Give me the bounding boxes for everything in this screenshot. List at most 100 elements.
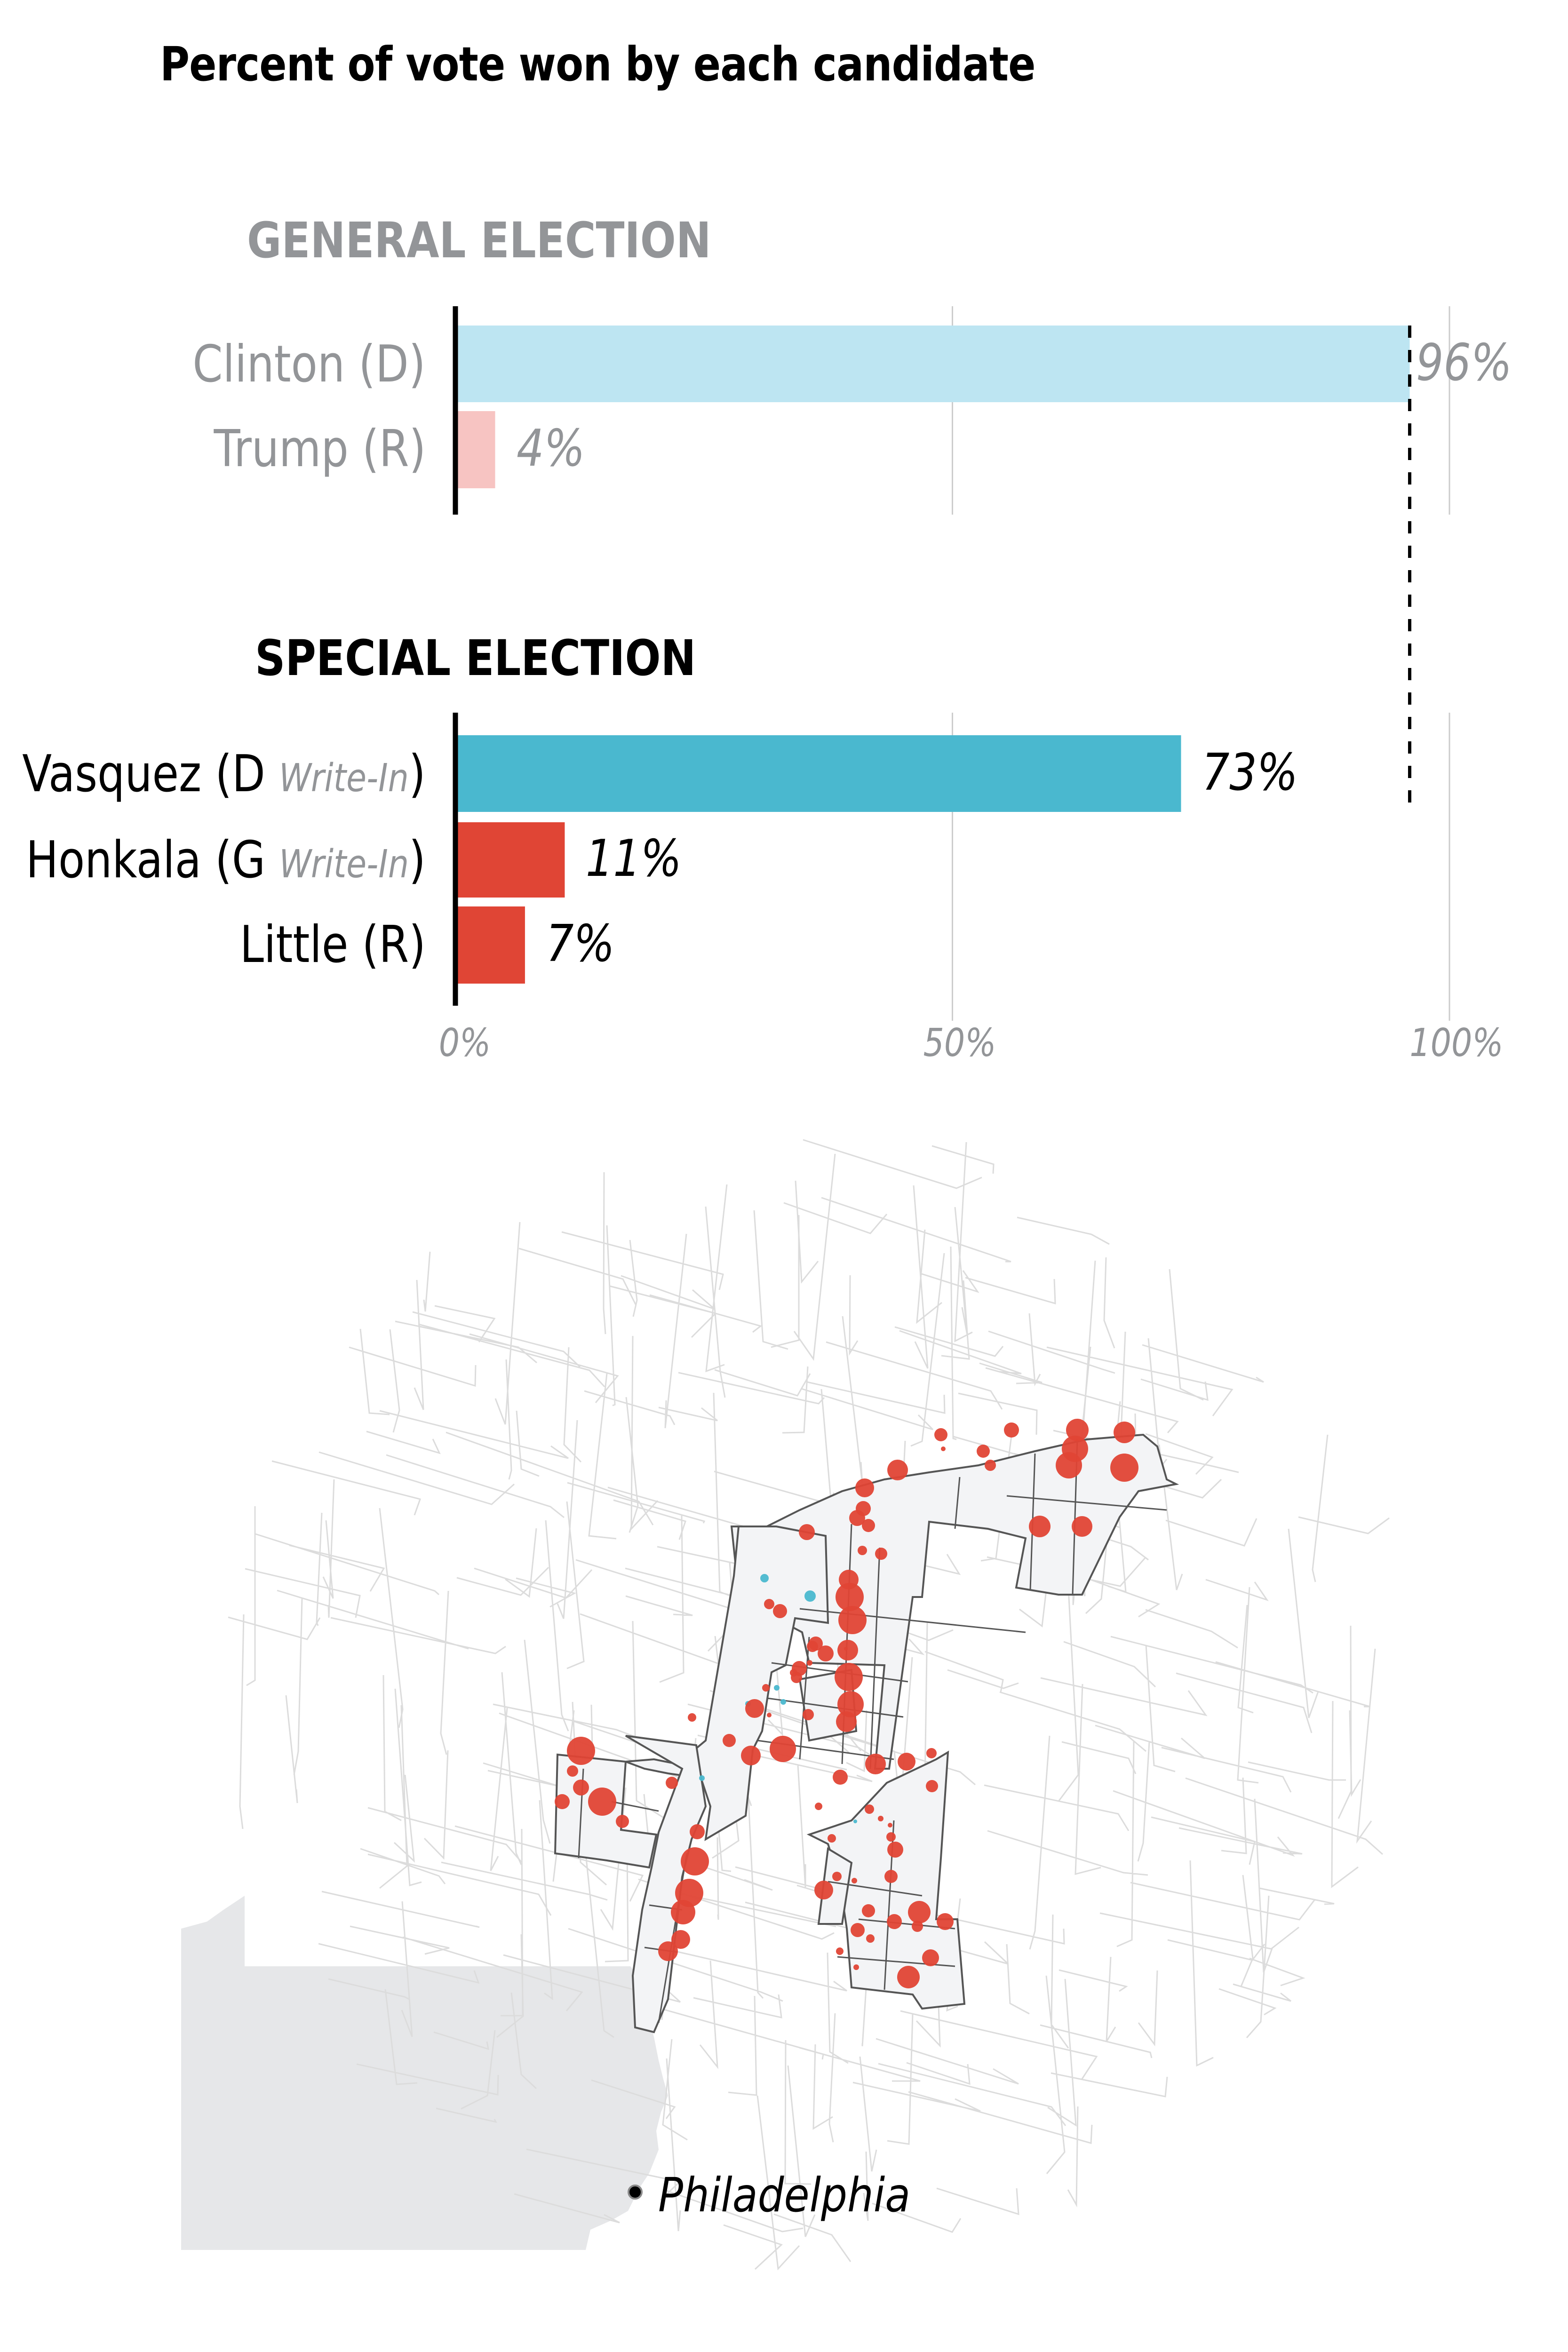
precinct-circle-rep: [555, 1794, 570, 1809]
precinct-circle-rep: [773, 1604, 787, 1618]
chart-title: Percent of vote won by each candidate: [160, 37, 1035, 92]
bar-honkala: [455, 822, 565, 898]
precinct-circle-rep: [836, 1947, 844, 1955]
bar-clinton: [455, 326, 1410, 402]
value-label-vasquez: 73%: [1202, 743, 1298, 802]
precinct-circle-rep: [836, 1583, 864, 1611]
precinct-circle-rep: [886, 1832, 896, 1842]
label-honkala: Honkala (G Write-In): [26, 831, 426, 890]
precinct-circle-rep: [977, 1445, 990, 1458]
precinct-circle-rep: [616, 1815, 629, 1828]
precinct-circle-rep: [799, 1524, 815, 1540]
precinct-circle-rep: [837, 1691, 864, 1717]
precinct-circle-rep: [832, 1872, 842, 1881]
precinct-circle-rep: [807, 1660, 812, 1666]
value-label-honkala: 11%: [586, 829, 682, 888]
pennsylvania-locator-shape: [181, 1896, 668, 2250]
precinct-circle-rep: [862, 1519, 875, 1532]
precinct-circle-rep: [851, 1923, 865, 1937]
precinct-circle-rep: [723, 1734, 736, 1747]
precinct-circle-rep: [567, 1765, 578, 1777]
precinct-circle-rep: [856, 1501, 871, 1516]
label-honkala-writein: Write-In: [279, 842, 409, 887]
street-lines: [228, 1139, 1390, 2271]
label-vasquez-writein: Write-In: [279, 756, 409, 801]
precinct-circle-rep: [912, 1921, 923, 1932]
label-vasquez-text: Vasquez (D: [22, 745, 279, 803]
precinct-circle-rep: [567, 1737, 595, 1765]
precinct-vote-circles: [555, 1419, 1138, 1988]
value-label-trump: 4%: [516, 419, 585, 478]
precinct-circle-rep: [588, 1788, 616, 1816]
bar-trump: [455, 411, 495, 488]
precinct-circle-rep: [762, 1684, 770, 1692]
precinct-circle-rep: [878, 1816, 883, 1821]
precinct-circle-rep: [767, 1713, 772, 1717]
state-shape: [181, 1896, 668, 2250]
precinct-circle-rep: [1114, 1422, 1135, 1443]
precinct-circle-rep: [838, 1606, 867, 1634]
precinct-circle-rep: [865, 1754, 886, 1774]
precinct-circle-rep: [934, 1428, 947, 1441]
label-honkala-close: ): [409, 831, 426, 890]
precinct-circle-rep: [858, 1546, 867, 1555]
precinct-circle-rep: [741, 1746, 761, 1765]
precinct-circle-dem: [699, 1775, 705, 1781]
precinct-circle-dem: [760, 1574, 769, 1582]
precinct-circle-rep: [875, 1548, 887, 1560]
philadelphia-dot-icon: [628, 2185, 643, 2200]
special-election-heading: SPECIAL ELECTION: [255, 629, 696, 687]
precinct-circle-rep: [745, 1699, 764, 1718]
value-label-clinton: 96%: [1416, 333, 1512, 392]
label-little: Little (R): [240, 915, 426, 974]
precinct-circle-rep: [908, 1901, 931, 1923]
precinct-circle-rep: [1066, 1419, 1089, 1441]
district-outline: [625, 1735, 707, 2034]
philadelphia-marker: [628, 2185, 643, 2200]
precinct-circle-rep: [926, 1748, 937, 1758]
x-tick-label-50: 50%: [923, 1021, 996, 1065]
precinct-circle-rep: [853, 1964, 859, 1970]
precinct-circle-rep: [897, 1966, 920, 1988]
label-little-text: Little (R): [239, 915, 426, 974]
value-label-little: 7%: [546, 914, 615, 973]
precinct-circle-rep: [1072, 1516, 1092, 1537]
precinct-circle-rep: [887, 1914, 902, 1929]
precinct-circle-rep: [671, 1900, 695, 1924]
precinct-circle-rep: [985, 1460, 996, 1471]
precinct-circle-rep: [937, 1913, 954, 1930]
label-clinton: Clinton (D): [193, 335, 426, 394]
precinct-circle-rep: [887, 1460, 908, 1480]
street-grid: [228, 1139, 1390, 2271]
precinct-circle-rep: [675, 1879, 703, 1907]
label-honkala-text: Honkala (G: [26, 831, 279, 890]
x-tick-label-0: 0%: [438, 1021, 491, 1065]
precinct-circle-rep: [764, 1599, 774, 1609]
label-vasquez-close: ): [409, 745, 426, 803]
precinct-circle-rep: [814, 1881, 833, 1899]
precinct-circle-rep: [833, 1770, 848, 1785]
precinct-circle-rep: [1004, 1422, 1019, 1438]
precinct-circle-rep: [666, 1777, 678, 1789]
precinct-circle-rep: [803, 1709, 814, 1720]
label-trump-text: Trump (R): [214, 420, 426, 478]
label-clinton-text: Clinton (D): [192, 335, 426, 394]
precinct-circle-rep: [658, 1941, 678, 1961]
precinct-circle-rep: [809, 1637, 823, 1651]
precinct-circle-rep: [818, 1645, 834, 1661]
bar-little: [455, 906, 525, 984]
precinct-circle-rep: [852, 1878, 857, 1883]
precinct-circle-rep: [1056, 1452, 1082, 1478]
precinct-circle-rep: [835, 1663, 863, 1691]
precinct-circle-rep: [844, 1647, 848, 1651]
precinct-circle-dem: [804, 1590, 816, 1602]
precinct-circle-rep: [690, 1824, 705, 1839]
precinct-circle-rep: [898, 1753, 915, 1771]
precinct-circle-rep: [770, 1736, 796, 1762]
precinct-circle-rep: [681, 1847, 709, 1875]
precinct-circle-rep: [573, 1780, 589, 1796]
precinct-circle-rep: [688, 1713, 696, 1722]
precinct-circle-rep: [828, 1834, 836, 1843]
district-outline: [730, 1433, 1179, 1770]
